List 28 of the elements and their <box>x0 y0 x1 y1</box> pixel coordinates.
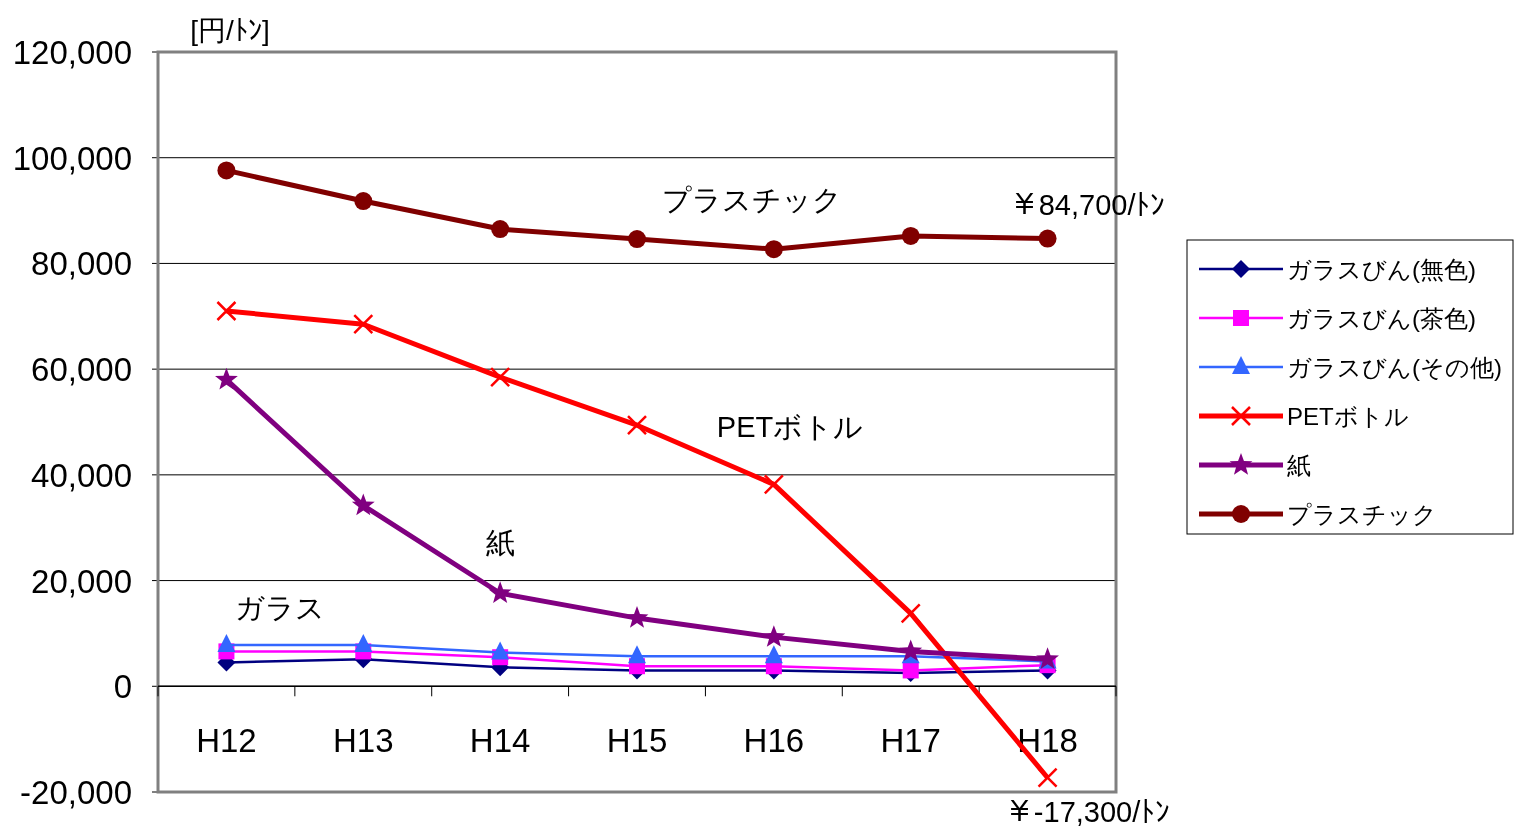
y-tick-label: -20,000 <box>20 774 132 811</box>
x-tick-label: H12 <box>196 722 257 760</box>
y-tick-label: 120,000 <box>12 34 132 71</box>
x-tick-label: H14 <box>469 722 531 760</box>
annotation: 紙 <box>485 527 515 559</box>
legend-label: プラスチック <box>1287 501 1437 528</box>
annotation: ￥-17,300/ﾄﾝ <box>1004 795 1171 827</box>
x-tick-label: H17 <box>880 722 941 760</box>
legend-label: PETボトル <box>1287 403 1409 430</box>
y-tick-label: 40,000 <box>31 456 132 494</box>
x-tick-label: H16 <box>743 722 805 760</box>
legend-label: ガラスびん(無色) <box>1287 256 1476 283</box>
y-tick-label: 20,000 <box>31 562 132 600</box>
y-axis-title: [円/ﾄﾝ] <box>190 15 270 46</box>
annotation: プラスチック <box>662 184 842 216</box>
legend-label: ガラスびん(その他) <box>1287 354 1502 381</box>
y-tick-label: 80,000 <box>31 245 132 283</box>
legend-label: 紙 <box>1287 452 1311 479</box>
x-tick-label: H13 <box>333 722 394 760</box>
x-tick-label: H18 <box>1017 722 1078 760</box>
y-tick-label: 100,000 <box>12 139 132 177</box>
legend-label: ガラスびん(茶色) <box>1287 305 1476 332</box>
annotation: PETボトル <box>716 411 864 443</box>
annotation: ガラス <box>235 592 325 624</box>
y-tick-label: 0 <box>113 668 132 706</box>
y-tick-label: 60,000 <box>31 351 132 389</box>
annotation: ￥84,700/ﾄﾝ <box>1009 188 1166 221</box>
x-tick-label: H15 <box>606 722 668 760</box>
